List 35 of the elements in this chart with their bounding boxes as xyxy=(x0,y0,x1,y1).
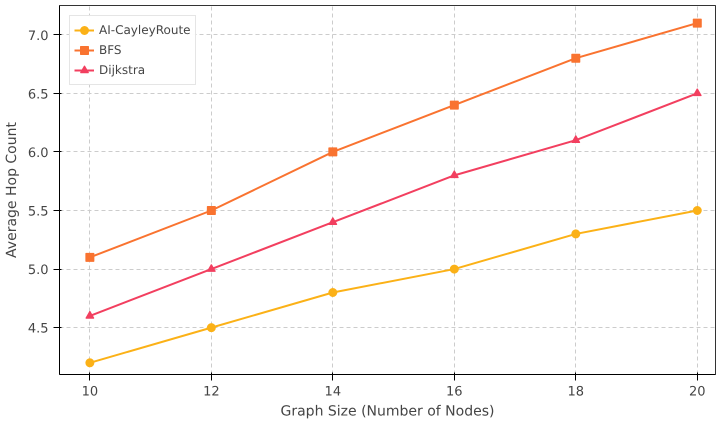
x-tick-label: 20 xyxy=(689,384,706,400)
point xyxy=(450,100,459,110)
point xyxy=(85,310,94,319)
point xyxy=(450,170,459,178)
x-tick-label: 10 xyxy=(82,384,98,400)
y-tick-label: 5.0 xyxy=(28,263,49,278)
point xyxy=(571,135,580,144)
point xyxy=(328,217,338,226)
x-tick-label: 16 xyxy=(446,384,463,400)
y-tick-label: 6.0 xyxy=(28,146,49,161)
point xyxy=(328,288,338,297)
legend-label: BFS xyxy=(99,43,122,57)
point xyxy=(692,206,702,215)
y-tick-label: 4.5 xyxy=(28,322,49,337)
x-tick-label: 12 xyxy=(203,384,220,400)
point xyxy=(85,358,94,368)
legend-label: Dijkstra xyxy=(99,63,146,77)
point xyxy=(328,147,338,156)
point xyxy=(206,264,216,272)
y-axis-title: Average Hop Count xyxy=(4,122,20,258)
point xyxy=(692,18,702,28)
point xyxy=(692,88,702,96)
y-tick-label: 7.0 xyxy=(28,28,49,44)
x-axis-title: Graph Size (Number of Nodes) xyxy=(280,404,494,420)
y-tick-label: 6.5 xyxy=(28,87,49,102)
point xyxy=(206,323,216,332)
x-tick-label: 18 xyxy=(568,384,584,400)
point xyxy=(571,54,580,63)
x-tick-label: 14 xyxy=(324,384,342,400)
point xyxy=(85,252,94,262)
legend-label: AI-CayleyRoute xyxy=(99,23,191,37)
y-tick-label: 5.5 xyxy=(28,204,49,220)
point xyxy=(206,206,216,215)
point xyxy=(571,229,580,238)
point xyxy=(450,264,459,274)
